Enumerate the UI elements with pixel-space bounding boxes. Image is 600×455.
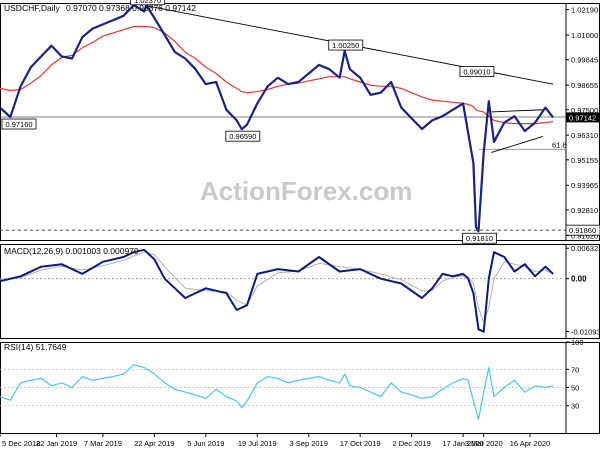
annotation-label: 0.96590 bbox=[229, 132, 256, 141]
annotation-label: 1.02370 bbox=[134, 0, 161, 5]
x-tick-label: 22 Jan 2019 bbox=[36, 439, 77, 448]
watermark: ActionForex.com bbox=[200, 176, 412, 206]
x-tick-label: 7 Mar 2019 bbox=[84, 439, 122, 448]
x-tick-label: 5 Jun 2019 bbox=[187, 439, 224, 448]
price-tick-label: 1.02190 bbox=[571, 6, 598, 15]
price-tick-label: 0.99845 bbox=[571, 56, 598, 65]
annotation-label: 0.91810 bbox=[466, 234, 493, 243]
price-tick-label: 0.98655 bbox=[571, 81, 598, 90]
x-tick-label: 3 Mar 2020 bbox=[465, 439, 503, 448]
price-tick-label: 0.93965 bbox=[571, 181, 598, 190]
rsi-tick-label: 100 bbox=[571, 338, 584, 347]
x-tick-label: 17 Oct 2019 bbox=[340, 439, 381, 448]
x-tick-label: 22 Apr 2019 bbox=[134, 439, 174, 448]
macd-tick-label: 0.00 bbox=[571, 275, 587, 284]
price-tick-label: 0.96310 bbox=[571, 131, 598, 140]
macd-tick-label: 0.006321 bbox=[571, 244, 600, 253]
annotation-label: 0.99010 bbox=[463, 68, 490, 77]
price-tick-label: 0.92810 bbox=[571, 206, 598, 215]
x-tick-label: 17 Jan 2020 bbox=[442, 439, 483, 448]
annotation-box bbox=[1, 118, 37, 130]
rsi-title: RSI(14) 51.7649 bbox=[4, 342, 67, 352]
trendline-1 bbox=[491, 136, 543, 153]
macd-line bbox=[0, 248, 554, 333]
macd-signal-line bbox=[0, 251, 554, 323]
annotation-box bbox=[459, 66, 495, 77]
last-price-label: 0.97142 bbox=[569, 113, 596, 122]
annotation-label: 0.97160 bbox=[5, 120, 32, 129]
macd-title: MACD(12,26,9) 0.001003 0.000979 bbox=[4, 246, 139, 256]
price-tick-label: 0.91620 bbox=[571, 231, 598, 240]
macd-tick-label: -0.010939 bbox=[571, 327, 600, 336]
x-tick-label: 16 Apr 2020 bbox=[510, 439, 550, 448]
rsi-tick-label: 70 bbox=[571, 365, 579, 374]
low-price-marker bbox=[565, 224, 600, 236]
rsi-line bbox=[0, 364, 554, 420]
annotation-box bbox=[130, 0, 166, 6]
x-tick-label: 3 Sep 2019 bbox=[290, 439, 328, 448]
x-tick-label: 5 Dec 2018 bbox=[2, 439, 40, 448]
price-tick-label: 0.97500 bbox=[571, 106, 598, 115]
annotation-box bbox=[225, 130, 261, 142]
price-line bbox=[0, 3, 554, 233]
last-price-marker bbox=[566, 112, 600, 123]
low-price-label: 0.91860 bbox=[569, 226, 596, 235]
x-tick-label: 2 Dec 2019 bbox=[392, 439, 430, 448]
fib-label: 61.8 bbox=[552, 140, 567, 149]
chart-ohlc-label: 0.97070 0.97368 0.96876 0.97142 bbox=[66, 3, 196, 13]
price-pane: 1.02190 1.01000 0.99845 0.98655 0.97500 0.963… bbox=[0, 0, 600, 244]
annotation-label: 1.00250 bbox=[332, 41, 359, 50]
annotation-box bbox=[462, 232, 497, 244]
rsi-tick-label: 50 bbox=[571, 384, 579, 393]
annotation-box bbox=[328, 39, 364, 51]
rsi-tick-label: 30 bbox=[571, 402, 579, 411]
trendline-2 bbox=[491, 109, 543, 113]
chart-symbol-label: USDCHF,Daily bbox=[4, 3, 60, 13]
price-tick-label: 1.01000 bbox=[571, 31, 598, 40]
x-tick-label: 19 Jul 2019 bbox=[238, 439, 277, 448]
price-tick-label: 0.95155 bbox=[571, 156, 598, 165]
